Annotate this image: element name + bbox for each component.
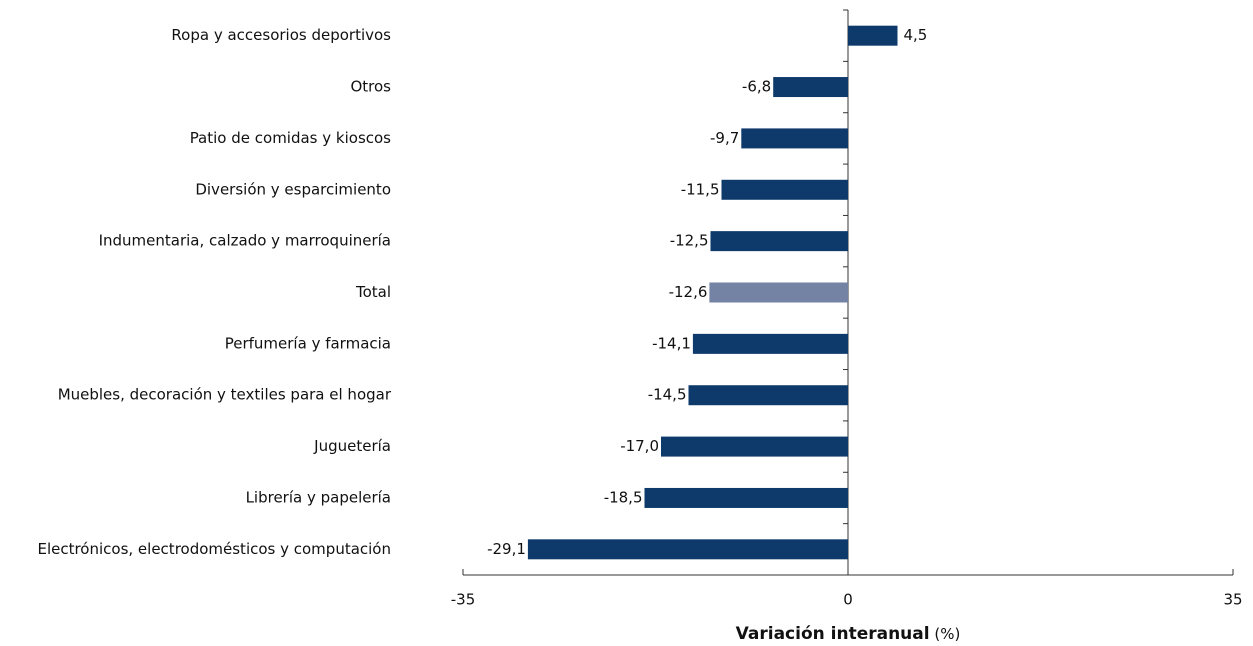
y-tick-label: Librería y papelería [246, 488, 391, 506]
y-tick-label: Ropa y accesorios deportivos [171, 26, 391, 44]
value-label: -17,0 [620, 437, 659, 455]
value-label: -6,8 [742, 78, 771, 96]
x-axis-label-unit: (%) [934, 625, 960, 643]
value-label: -12,5 [670, 232, 709, 250]
bar [721, 179, 848, 200]
y-tick-label: Indumentaria, calzado y marroquinería [99, 232, 391, 250]
value-label: -9,7 [710, 129, 739, 147]
x-tick-label: 35 [1223, 591, 1242, 609]
y-tick-label: Perfumería y farmacia [225, 334, 391, 352]
value-label: -14,5 [648, 386, 687, 404]
bar [848, 25, 898, 46]
bar [741, 128, 848, 149]
y-tick-label: Muebles, decoración y textiles para el h… [58, 386, 392, 404]
bar [710, 231, 848, 252]
bar [527, 539, 848, 560]
x-tick-label: -35 [451, 591, 476, 609]
y-tick-label: Total [355, 283, 391, 301]
y-tick-label: Juguetería [313, 437, 391, 455]
bar [644, 487, 848, 508]
value-label: -11,5 [681, 180, 720, 198]
value-label: -29,1 [487, 540, 526, 558]
value-label: -14,1 [652, 334, 691, 352]
bar [661, 436, 848, 457]
value-label: -18,5 [604, 488, 643, 506]
bar [688, 385, 848, 406]
x-axis-label-text: Variación interanual [736, 624, 930, 644]
y-tick-label: Electrónicos, electrodomésticos y comput… [37, 540, 391, 558]
y-tick-label: Otros [350, 78, 391, 96]
y-tick-label: Patio de comidas y kioscos [190, 129, 391, 147]
value-label: -12,6 [669, 283, 708, 301]
value-label: 4,5 [904, 26, 928, 44]
bar [709, 282, 848, 303]
x-axis-label: Variación interanual (%) [736, 624, 961, 644]
y-tick-label: Diversión y esparcimiento [195, 180, 391, 198]
bar [773, 77, 848, 98]
bar [692, 333, 848, 354]
x-tick-label: 0 [843, 591, 853, 609]
